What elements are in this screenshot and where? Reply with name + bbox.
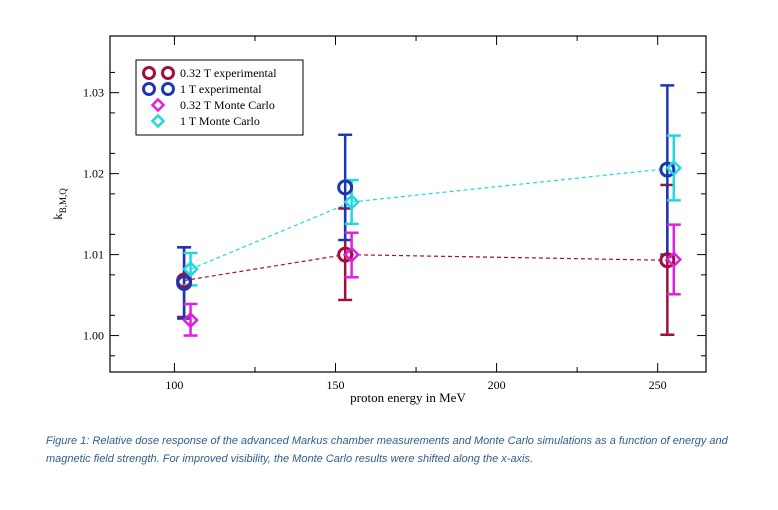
legend: 0.32 T experimental 1 T experimental 0.32 … [135,59,304,136]
y-tick-label: 1.03 [83,86,104,100]
x-tick-label: 250 [649,378,667,392]
legend-marker [161,82,175,96]
data-point [337,246,354,263]
x-axis-label: proton energy in MeV [350,390,466,405]
data-point [182,260,199,278]
legend-label: 0.32 T experimental [180,66,277,80]
data-point [182,311,199,329]
data-point [343,246,360,263]
y-tick-label: 1.00 [83,329,104,343]
legend-label: 1 T experimental [180,82,262,96]
data-point [659,252,676,269]
x-tick-label: 200 [488,378,506,392]
legend-marker [142,82,156,96]
figure-caption: Figure 1: Relative dose response of the … [46,435,728,465]
data-point [665,251,683,268]
legend-marker [150,113,166,129]
legend-marker [142,66,156,80]
legend-label: 1 T Monte Carlo [180,114,260,128]
y-tick-label: 1.02 [83,167,104,181]
series-line [190,167,674,270]
data-point [343,193,360,211]
data-point [176,274,193,291]
data-point [665,159,683,177]
y-tick-label: 1.01 [83,248,104,262]
legend-label: 0.32 T Monte Carlo [180,98,275,112]
legend-marker [150,97,166,113]
data-point [659,161,676,178]
x-tick-label: 100 [165,378,183,392]
y-axis-label: kB,M,Q [50,188,68,220]
data-point [337,179,354,196]
axis-ticks: 100 150 200 250 1.00 1.01 1.02 1.03 [83,36,706,392]
markers [176,159,683,329]
x-tick-label: 150 [327,378,345,392]
legend-marker [161,66,175,80]
chart: 100 150 200 250 1.00 1.01 1.02 1.03 proton ener… [50,35,707,405]
